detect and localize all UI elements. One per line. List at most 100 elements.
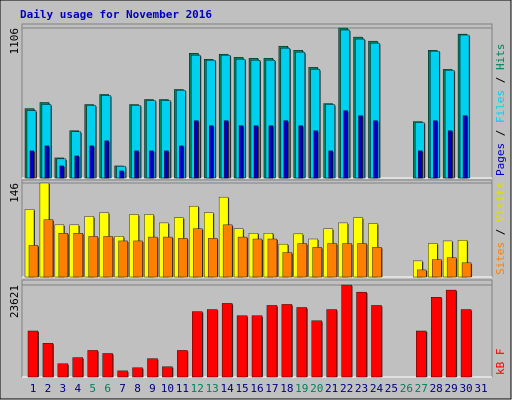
legend: Pages / Files / Hits <box>494 44 507 177</box>
bar-group <box>58 233 69 278</box>
bar <box>446 257 457 278</box>
legend-entry: Files <box>494 90 507 123</box>
bar <box>132 367 143 378</box>
bar <box>104 140 109 179</box>
bar <box>342 243 352 278</box>
legend-entry: Sites <box>494 242 507 275</box>
bar-group <box>357 243 368 278</box>
bar-group <box>73 233 84 278</box>
x-tick-label: 27 <box>415 382 428 395</box>
bar-group <box>313 130 319 179</box>
x-tick-label: 18 <box>280 382 293 395</box>
bar <box>253 125 259 179</box>
bar-group <box>119 170 125 179</box>
x-tick-label: 28 <box>430 382 443 395</box>
legend-entry: Pages <box>494 143 507 176</box>
x-tick-label: 14 <box>221 382 235 395</box>
bar-group <box>433 120 439 179</box>
bar-group <box>44 145 50 179</box>
bar <box>358 115 363 179</box>
bar-group <box>207 238 219 278</box>
bar <box>431 297 442 378</box>
bar <box>192 311 203 378</box>
bar <box>252 238 263 278</box>
bar <box>267 238 278 278</box>
bar-group <box>192 311 204 378</box>
bar-group <box>236 315 249 378</box>
x-tick-label: 13 <box>206 382 219 395</box>
bar <box>28 245 39 278</box>
bar <box>177 350 188 378</box>
bar-group <box>177 350 189 378</box>
bar-group <box>416 330 428 378</box>
bar-group <box>88 236 99 278</box>
bar <box>59 165 65 179</box>
bar <box>133 240 143 278</box>
bar <box>223 120 229 179</box>
bar <box>268 125 274 179</box>
bar-group <box>298 125 304 179</box>
bar-group <box>460 309 473 378</box>
bar <box>73 233 84 278</box>
bar <box>222 224 233 278</box>
bar-group <box>267 238 278 278</box>
bar <box>341 284 352 378</box>
bar-group <box>432 259 443 278</box>
bar <box>356 291 367 378</box>
bar <box>326 309 337 378</box>
bar <box>312 247 322 278</box>
bar-group <box>327 243 338 278</box>
bar <box>29 150 35 179</box>
bar <box>297 243 307 278</box>
bar <box>119 170 124 179</box>
bar <box>118 240 128 278</box>
bar-group <box>206 309 219 378</box>
bar <box>149 150 154 179</box>
x-tick-label: 5 <box>89 382 96 395</box>
x-tick-label: 21 <box>325 382 338 395</box>
x-tick-label: 12 <box>191 382 204 395</box>
bar <box>194 120 199 179</box>
x-tick-label: 19 <box>295 382 308 395</box>
bar <box>207 238 218 278</box>
bar-group <box>74 155 80 179</box>
x-tick-label: 24 <box>370 382 384 395</box>
bar-group <box>28 245 39 278</box>
x-tick-label: 17 <box>265 382 278 395</box>
bar-group <box>431 297 443 378</box>
bar <box>87 350 98 378</box>
legend-entry: kB F <box>494 349 507 376</box>
x-tick-label: 30 <box>459 382 472 395</box>
bar-group <box>342 243 353 278</box>
bar-group <box>462 115 469 179</box>
bar <box>416 330 427 378</box>
bar-group <box>358 115 364 179</box>
bar-group <box>296 307 308 378</box>
bar-group <box>89 145 95 179</box>
bar <box>147 358 158 378</box>
bar <box>298 125 303 179</box>
bar-group <box>341 284 353 378</box>
x-tick-label: 7 <box>119 382 126 395</box>
bar-group <box>57 363 69 378</box>
bar <box>148 236 158 278</box>
bar <box>462 115 468 179</box>
bar <box>162 366 173 378</box>
bar-group <box>134 150 140 179</box>
bar-group <box>27 330 39 378</box>
x-tick-label: 15 <box>235 382 248 395</box>
bar-group <box>371 305 383 378</box>
bar <box>238 125 244 179</box>
bar <box>178 238 188 278</box>
bar-group <box>193 228 204 278</box>
bar <box>447 130 453 179</box>
x-tick-label: 25 <box>385 382 398 395</box>
bar-group <box>282 252 293 278</box>
bar-group <box>208 125 215 179</box>
bar-group <box>194 120 200 179</box>
bar-group <box>326 309 338 378</box>
x-tick-label: 8 <box>134 382 141 395</box>
bar-group <box>281 304 293 378</box>
bar-group <box>237 236 249 278</box>
y-tick-label: 1106 <box>8 28 21 55</box>
